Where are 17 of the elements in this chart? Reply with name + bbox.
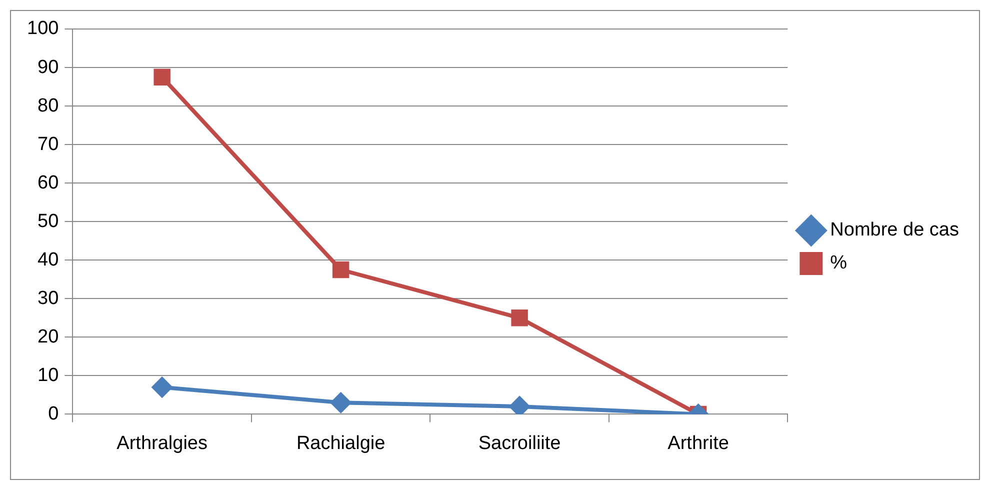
y-tick-label: 70 [38, 134, 59, 155]
x-tick-label: Rachialgie [296, 432, 386, 454]
y-tick-label: 100 [27, 18, 59, 40]
x-tick-label: Sacroiliite [478, 432, 561, 454]
y-tick-label: 90 [38, 56, 59, 78]
y-tick-label: 40 [38, 249, 59, 270]
y-tick-label: 30 [38, 288, 59, 309]
y-tick-label: 50 [38, 210, 59, 232]
legend-label: Nombre de cas [830, 220, 960, 241]
y-tick-label: 80 [38, 95, 59, 116]
y-tick-label: 60 [38, 172, 59, 194]
legend-label: % [830, 252, 848, 274]
x-tick-label: Arthralgies [116, 432, 208, 454]
y-tick-label: 10 [38, 364, 59, 386]
x-tick-label: Arthrite [668, 432, 729, 454]
y-tick-label: 20 [38, 326, 59, 348]
y-tick-label: 0 [48, 403, 59, 424]
